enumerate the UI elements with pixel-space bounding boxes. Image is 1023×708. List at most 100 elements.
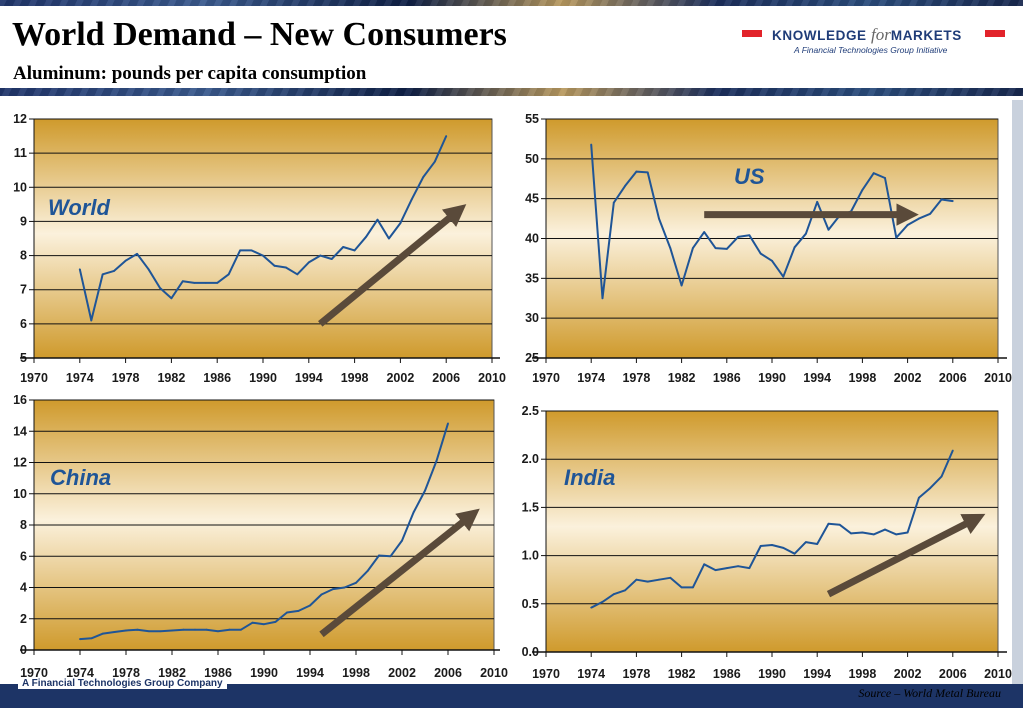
y-tick-label: 12 (13, 456, 27, 470)
y-tick-label: 6 (20, 549, 27, 563)
data-point (646, 171, 649, 174)
y-tick-label: 0.0 (522, 645, 539, 659)
data-point (805, 232, 807, 235)
data-point (343, 586, 346, 589)
data-point (737, 236, 739, 238)
data-point (737, 565, 739, 568)
data-point (389, 555, 392, 558)
data-point (940, 475, 943, 478)
data-point (274, 620, 277, 623)
trend-arrow (318, 204, 467, 327)
x-tick-label: 1986 (203, 371, 231, 385)
data-point (658, 217, 660, 220)
data-point (79, 638, 81, 640)
data-point (170, 297, 173, 300)
y-tick-label: 55 (525, 112, 539, 126)
x-tick-label: 1986 (713, 667, 741, 681)
x-tick-label: 1982 (668, 371, 696, 385)
x-tick-label: 1994 (803, 371, 831, 385)
data-point (307, 261, 310, 264)
y-tick-label: 50 (525, 152, 539, 166)
logo-word-for: for (871, 25, 891, 44)
data-point (378, 554, 380, 557)
x-tick-label: 1998 (342, 666, 370, 680)
x-tick-label: 2010 (984, 371, 1012, 385)
data-point (612, 593, 615, 596)
data-point (816, 543, 819, 545)
logo-red-bar-left (742, 30, 762, 37)
data-point (624, 589, 626, 592)
data-point (273, 264, 276, 267)
data-point (703, 563, 706, 566)
x-tick-label: 1998 (848, 371, 876, 385)
data-point (895, 236, 898, 239)
data-point (309, 604, 311, 607)
data-point (365, 235, 367, 238)
data-point (78, 268, 81, 271)
data-point (725, 247, 728, 250)
panel-label-india: India (564, 465, 615, 490)
x-tick-label: 1990 (250, 666, 278, 680)
data-point (355, 581, 357, 584)
logo-word-knowledge: KNOWLEDGE (772, 28, 867, 43)
trend-arrow (826, 513, 986, 598)
data-point (918, 496, 920, 499)
data-point (113, 631, 116, 633)
x-tick-label: 1978 (622, 371, 650, 385)
data-point (263, 623, 265, 626)
data-point (884, 528, 886, 531)
x-tick-label: 2002 (894, 371, 922, 385)
page-subtitle: Aluminum: pounds per capita consumption (13, 63, 367, 84)
x-tick-label: 1974 (66, 666, 94, 680)
data-point (228, 628, 231, 631)
data-point (816, 200, 819, 203)
data-point (895, 533, 898, 536)
data-point (433, 160, 436, 163)
data-point (422, 176, 425, 178)
chart-india: 0.0 0.5 1.0 1.5 2.0 2.5 1970 1974 1978 1982 1986 19… (522, 404, 1012, 681)
data-point (951, 449, 954, 452)
y-tick-label: 0.5 (522, 597, 539, 611)
data-point (861, 189, 864, 191)
data-point (827, 522, 830, 525)
data-point (624, 185, 626, 187)
data-point (297, 610, 300, 612)
y-tick-label: 10 (13, 487, 27, 501)
data-point (929, 487, 932, 490)
y-tick-label: 8 (20, 518, 27, 532)
data-point (136, 628, 139, 631)
data-point (793, 552, 796, 555)
data-point (285, 266, 287, 269)
x-tick-label: 1994 (296, 666, 324, 680)
data-point (353, 249, 356, 252)
x-tick-label: 1982 (668, 667, 696, 681)
x-tick-label: 1982 (157, 371, 185, 385)
x-tick-label: 2006 (434, 666, 462, 680)
data-point (401, 539, 403, 542)
data-point (376, 218, 379, 221)
x-tick-label: 2002 (386, 371, 414, 385)
data-point (782, 275, 785, 278)
data-point (342, 246, 345, 248)
data-point (805, 541, 807, 544)
data-point (194, 628, 196, 631)
data-point (148, 630, 150, 633)
data-point (601, 600, 604, 603)
data-point (445, 135, 448, 137)
data-point (366, 570, 369, 572)
data-point (159, 630, 162, 633)
logo-red-bar-right (985, 30, 1005, 37)
data-point (748, 234, 751, 237)
logo-wordmark: KNOWLEDGE forMARKETS (772, 25, 962, 45)
y-tick-label: 9 (20, 214, 27, 228)
data-point (692, 247, 694, 249)
x-tick-label: 1970 (532, 667, 560, 681)
y-tick-label: 12 (13, 112, 27, 126)
data-point (332, 588, 334, 590)
data-point (250, 249, 253, 252)
x-tick-label: 1986 (713, 371, 741, 385)
data-point (240, 628, 242, 631)
data-point (838, 523, 841, 526)
